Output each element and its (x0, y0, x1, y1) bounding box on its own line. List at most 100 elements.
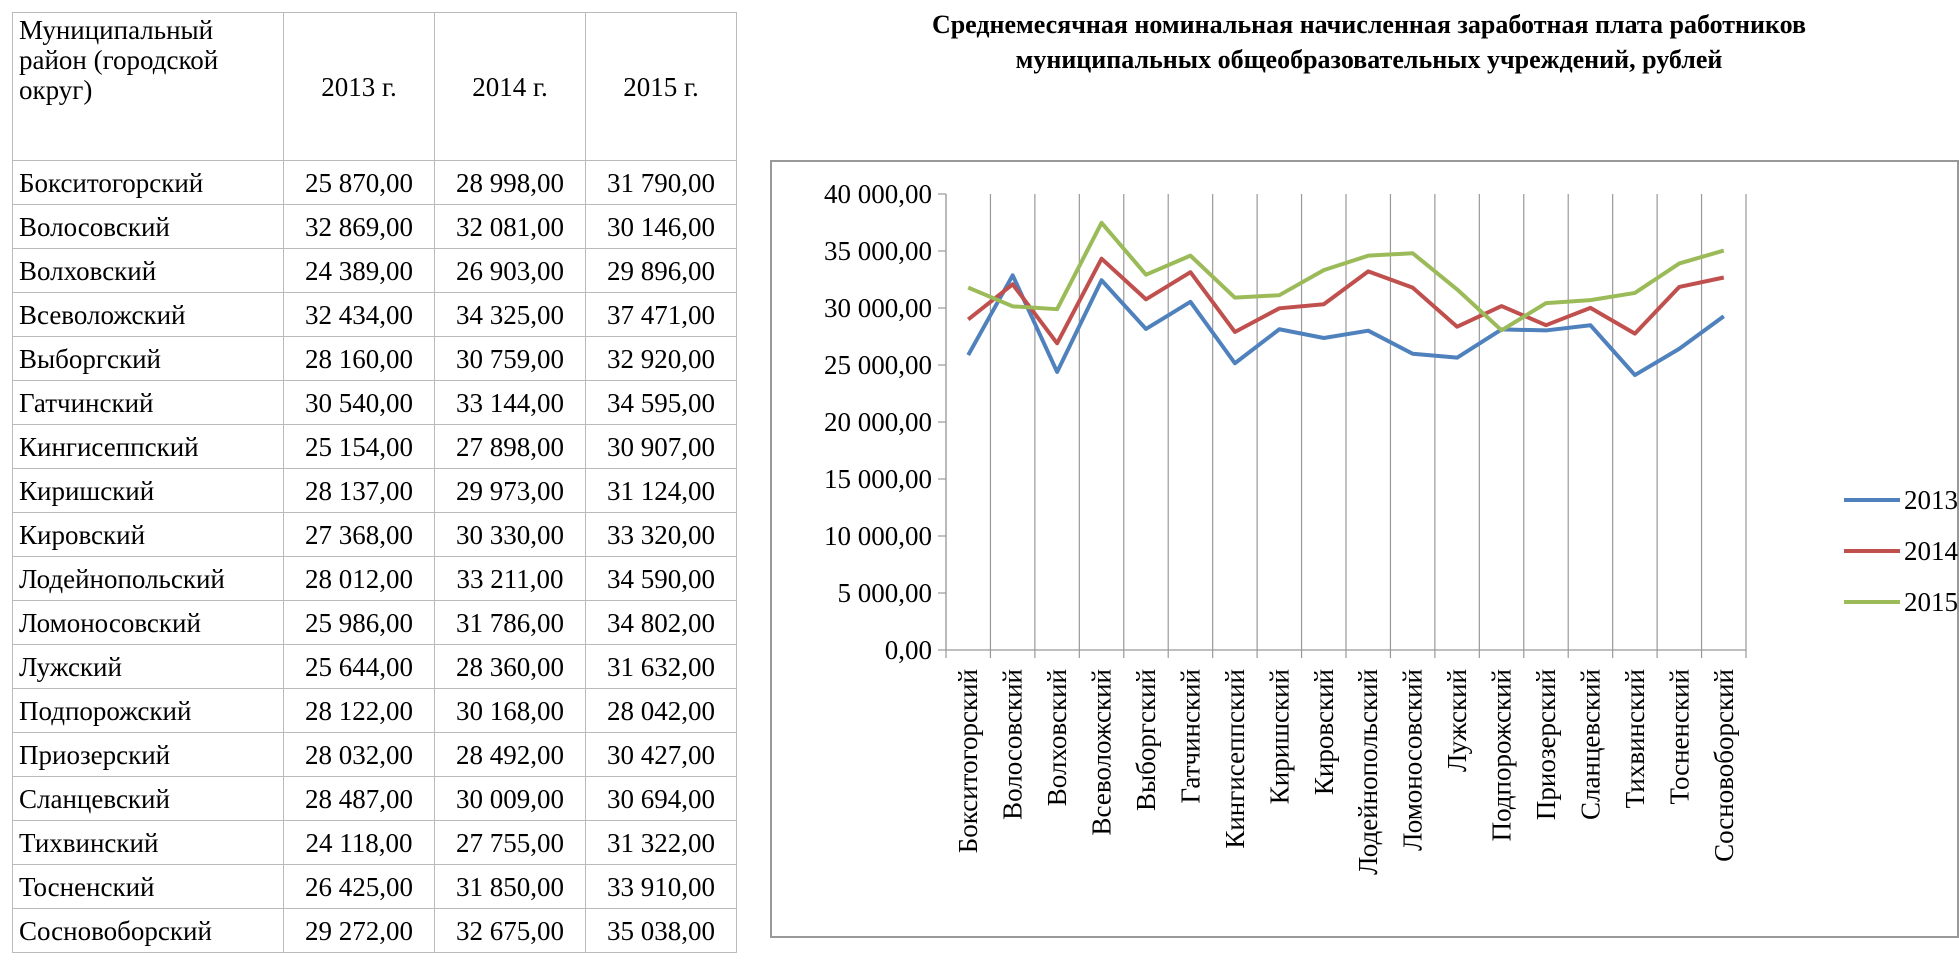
table-cell: Бокситогорский (12, 160, 284, 205)
table-row: Ломоносовский 25 986,00 31 786,00 34 802,00 (12, 600, 737, 645)
chart-frame (770, 160, 1959, 938)
table-cell: 27 368,00 (283, 512, 435, 557)
x-tick-label: Лодейнопольский (1353, 669, 1383, 875)
x-tick-label: Кингисеппский (1220, 669, 1250, 849)
table-row: Приозерский 28 032,00 28 492,00 30 427,00 (12, 732, 737, 777)
table-cell: Ломоносовский (12, 600, 284, 645)
series-line (966, 256, 1725, 346)
table-cell: Приозерский (12, 732, 284, 777)
table-cell: 30 009,00 (434, 776, 586, 821)
table-row: Тосненский 26 425,00 31 850,00 33 910,00 (12, 864, 737, 909)
x-tick-label: Киришский (1264, 669, 1294, 804)
table-cell: Лодейнопольский (12, 556, 284, 601)
x-tick-label: Кировский (1309, 669, 1339, 795)
x-tick-label: Приозерский (1531, 669, 1561, 820)
table-cell: 30 427,00 (585, 732, 737, 777)
table-cell: Сланцевский (12, 776, 284, 821)
table-cell: 30 694,00 (585, 776, 737, 821)
data-table: Муниципальный район (городской округ) 201… (12, 12, 737, 953)
table-cell: 30 330,00 (434, 512, 586, 557)
table-row: Выборгский 28 160,00 30 759,00 32 920,00 (12, 336, 737, 381)
table-cell: Тихвинский (12, 820, 284, 865)
table-row: Тихвинский 24 118,00 27 755,00 31 322,00 (12, 820, 737, 865)
table-cell: 28 032,00 (283, 732, 435, 777)
y-tick-label: 35 000,00 (824, 236, 932, 266)
chart-title: муниципальных общеобразовательных учрежд… (1016, 45, 1723, 74)
table-cell: 33 910,00 (585, 864, 737, 909)
legend-label: 2013 г. (1904, 485, 1959, 515)
table-cell: Выборгский (12, 336, 284, 381)
table-cell: 32 869,00 (283, 204, 435, 249)
table-cell: 29 272,00 (283, 908, 435, 953)
table-cell: 32 081,00 (434, 204, 586, 249)
x-tick-label: Всеволожский (1087, 669, 1117, 835)
table-cell: Волосовский (12, 204, 284, 249)
y-tick-label: 20 000,00 (824, 407, 932, 437)
series-line (966, 273, 1725, 378)
table-row: Сосновоборский 29 272,00 32 675,00 35 038,0… (12, 908, 737, 953)
table-cell: 26 425,00 (283, 864, 435, 909)
table-cell: 28 487,00 (283, 776, 435, 821)
x-tick-label: Ломоносовский (1398, 669, 1428, 851)
table-cell: Кингисеппский (12, 424, 284, 469)
table-cell: 31 322,00 (585, 820, 737, 865)
chart-title: Среднемесячная номинальная начисленная з… (932, 10, 1806, 39)
table-cell: Всеволожский (12, 292, 284, 337)
legend-label: 2014 г. (1904, 536, 1959, 566)
table-cell: 31 786,00 (434, 600, 586, 645)
table-cell: Сосновоборский (12, 908, 284, 953)
table-cell: Кировский (12, 512, 284, 557)
table-cell: 24 118,00 (283, 820, 435, 865)
table-cell: 28 160,00 (283, 336, 435, 381)
table-cell: 25 644,00 (283, 644, 435, 689)
table-cell: Киришский (12, 468, 284, 513)
y-tick-label: 15 000,00 (824, 464, 932, 494)
x-tick-label: Подпорожский (1487, 669, 1517, 841)
y-tick-label: 0,00 (885, 635, 932, 665)
table-cell: 25 986,00 (283, 600, 435, 645)
table-cell: 29 896,00 (585, 248, 737, 293)
table-cell: 35 038,00 (585, 908, 737, 953)
table-row: Сланцевский 28 487,00 30 009,00 30 694,00 (12, 776, 737, 821)
table-cell: 31 790,00 (585, 160, 737, 205)
table-cell: 25 870,00 (283, 160, 435, 205)
table-row: Кировский 27 368,00 30 330,00 33 320,00 (12, 512, 737, 557)
table-cell: 34 802,00 (585, 600, 737, 645)
table-row: Муниципальный район (городской округ) 201… (12, 12, 737, 161)
table-cell: Лужский (12, 644, 284, 689)
table-row: Бокситогорский 25 870,00 28 998,00 31 790,0… (12, 160, 737, 205)
x-tick-label: Волховский (1042, 669, 1072, 806)
x-tick-label: Тихвинский (1620, 669, 1650, 808)
x-tick-label: Гатчинский (1175, 669, 1205, 804)
table-cell: Гатчинский (12, 380, 284, 425)
table-cell: 33 320,00 (585, 512, 737, 557)
table-cell: 28 012,00 (283, 556, 435, 601)
table-cell: 27 755,00 (434, 820, 586, 865)
table-cell: 28 137,00 (283, 468, 435, 513)
x-tick-label: Волосовский (998, 669, 1028, 820)
table-cell: 27 898,00 (434, 424, 586, 469)
table-cell: Подпорожский (12, 688, 284, 733)
table-cell: 33 211,00 (434, 556, 586, 601)
table-cell: 37 471,00 (585, 292, 737, 337)
table-cell: 2014 г. (434, 12, 586, 161)
y-tick-label: 40 000,00 (824, 179, 932, 209)
y-tick-label: 5 000,00 (838, 578, 933, 608)
table-row: Лужский 25 644,00 28 360,00 31 632,00 (12, 644, 737, 689)
x-tick-label: Бокситогорский (953, 669, 983, 853)
table-row: Кингисеппский 25 154,00 27 898,00 30 907,00 (12, 424, 737, 469)
table-cell: 32 675,00 (434, 908, 586, 953)
x-tick-label: Выборгский (1131, 669, 1161, 811)
table-row: Всеволожский 32 434,00 34 325,00 37 471,00 (12, 292, 737, 337)
y-tick-label: 30 000,00 (824, 293, 932, 323)
table-cell: Муниципальный район (городской округ) (12, 12, 284, 161)
table-cell: 24 389,00 (283, 248, 435, 293)
table-row: Подпорожский 28 122,00 30 168,00 28 042,00 (12, 688, 737, 733)
table-cell: 31 124,00 (585, 468, 737, 513)
y-tick-label: 10 000,00 (824, 521, 932, 551)
x-tick-label: Тосненский (1664, 669, 1694, 805)
table-cell: 25 154,00 (283, 424, 435, 469)
x-tick-label: Сланцевский (1575, 669, 1605, 820)
